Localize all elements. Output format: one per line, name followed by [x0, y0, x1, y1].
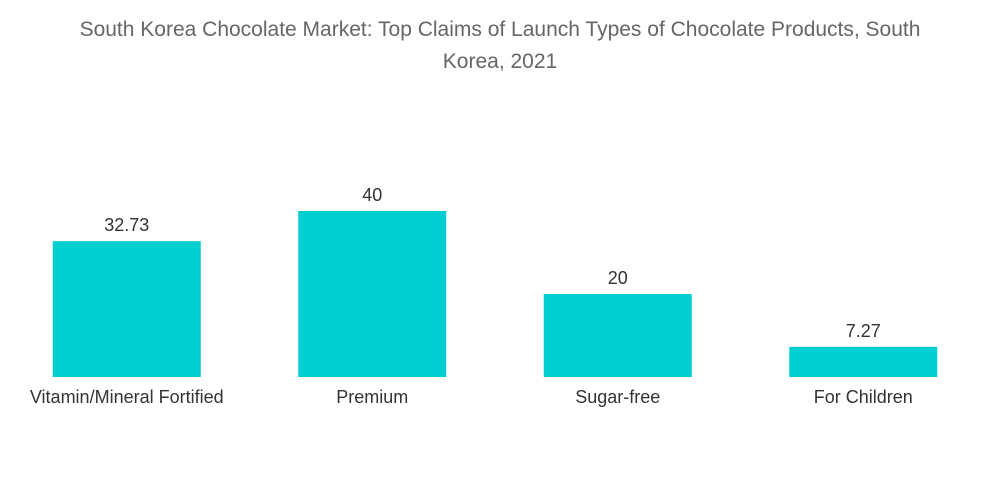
data-label-2: 20 — [608, 268, 628, 288]
chart-title: South Korea Chocolate Market: Top Claims… — [0, 14, 1000, 78]
category-label-3: For Children — [814, 387, 913, 407]
data-label-0: 32.73 — [104, 215, 149, 235]
chart-title-line-2: Korea, 2021 — [442, 50, 558, 73]
data-label-3: 7.27 — [846, 321, 881, 341]
chart-title-line-1: South Korea Chocolate Market: Top Claims… — [79, 18, 921, 41]
category-label-0: Vitamin/Mineral Fortified — [30, 387, 224, 407]
bar-2 — [543, 294, 692, 377]
category-label-2: Sugar-free — [575, 387, 660, 407]
bar-3 — [789, 346, 938, 377]
bar-1 — [298, 211, 447, 377]
data-label-1: 40 — [362, 185, 382, 205]
category-label-1: Premium — [336, 387, 408, 407]
bar-0 — [52, 241, 201, 377]
